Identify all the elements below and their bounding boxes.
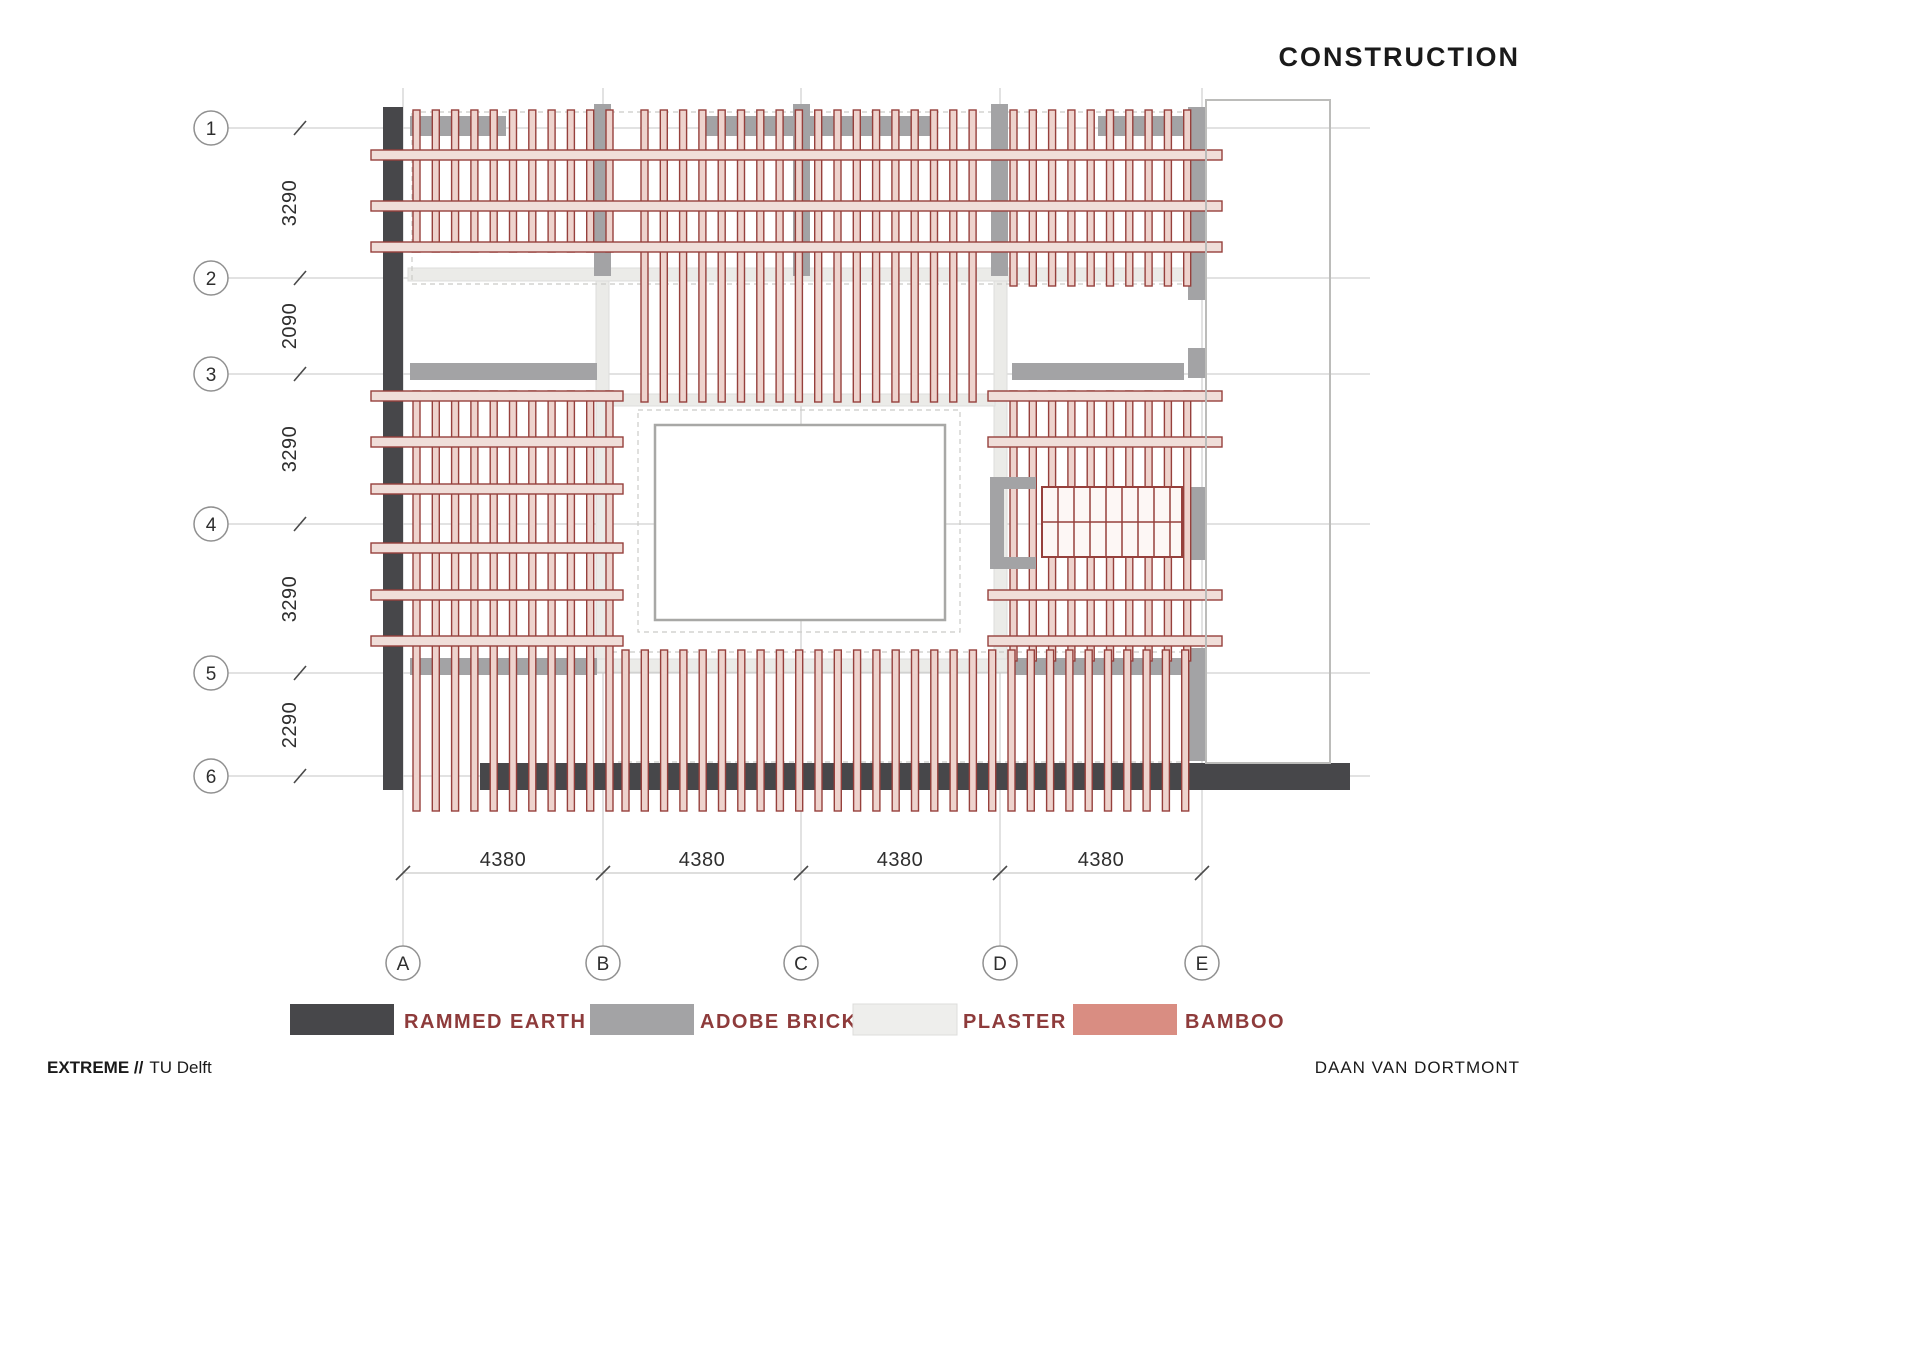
row-marker-2 (193, 260, 229, 296)
dim-rows-4-5: 3290 (279, 576, 301, 623)
courtyard (653, 423, 947, 622)
row-marker-1 (193, 110, 229, 146)
row-label-4: 4 (206, 515, 217, 536)
dim-cols-d-e: 4380 (1078, 849, 1125, 871)
bamboo-beams-left (370, 390, 624, 647)
legend-swatch-rammed-earth (290, 1004, 394, 1035)
row-label-5: 5 (206, 664, 217, 685)
legend-swatch-plaster (852, 1003, 958, 1036)
bamboo-joists-top-middle (640, 109, 977, 403)
bamboo-joists-middle-left (412, 390, 614, 812)
grid-column-markers: A B C D E (385, 945, 1220, 981)
grid-row-markers: 1 2 3 4 5 6 (193, 110, 307, 794)
rammed-earth-wall-left (383, 107, 403, 790)
legend-label-bamboo: BAMBOO (1185, 1011, 1285, 1033)
row-marker-6 (193, 758, 229, 794)
row-label-3: 3 (206, 365, 217, 386)
dim-rows-2-3: 2090 (279, 303, 301, 350)
horizontal-dimensions: 4380 4380 4380 4380 (395, 849, 1210, 881)
footer-author: DAAN VAN DORTMONT (1315, 1058, 1520, 1077)
row-label-1: 1 (206, 119, 217, 140)
footer: EXTREME //TU Delft DAAN VAN DORTMONT (47, 1058, 1520, 1077)
col-marker-c (783, 945, 819, 981)
footer-project: EXTREME //TU Delft (47, 1058, 212, 1077)
legend-label-plaster: PLASTER (963, 1011, 1067, 1033)
bamboo-joists-top-right (1009, 109, 1192, 287)
bamboo-beams-top (370, 149, 1223, 253)
vertical-dimensions: 3290 2090 3290 3290 2290 (279, 180, 301, 749)
legend-swatch-adobe-brick (590, 1004, 694, 1035)
row-marker-4 (193, 506, 229, 542)
staircase (990, 477, 1183, 569)
dim-rows-3-4: 3290 (279, 426, 301, 473)
dim-rows-1-2: 3290 (279, 180, 301, 227)
dim-cols-c-d: 4380 (877, 849, 924, 871)
balcony-outline (1205, 99, 1331, 764)
legend-label-adobe-brick: ADOBE BRICK (700, 1011, 858, 1033)
row-marker-3 (193, 356, 229, 392)
col-label-d: D (993, 954, 1007, 975)
row-label-6: 6 (206, 767, 217, 788)
legend-swatch-bamboo (1073, 1004, 1177, 1035)
col-label-b: B (597, 954, 610, 975)
row-marker-5 (193, 655, 229, 691)
page-title: CONSTRUCTION (1279, 42, 1521, 72)
col-marker-d (982, 945, 1018, 981)
legend-label-rammed-earth: RAMMED EARTH (404, 1011, 586, 1033)
dim-rows-5-6: 2290 (279, 702, 301, 749)
row-label-2: 2 (206, 269, 217, 290)
floor-plan (370, 99, 1350, 812)
col-label-a: A (397, 954, 410, 975)
col-marker-e (1184, 945, 1220, 981)
col-marker-b (585, 945, 621, 981)
legend: RAMMED EARTH ADOBE BRICK PLASTER BAMBOO (290, 1003, 1285, 1036)
dim-cols-b-c: 4380 (679, 849, 726, 871)
col-label-e: E (1196, 954, 1209, 975)
dim-cols-a-b: 4380 (480, 849, 527, 871)
col-label-c: C (794, 954, 808, 975)
col-marker-a (385, 945, 421, 981)
bamboo-joists-bottom (621, 649, 1190, 812)
bamboo-beams-right (987, 390, 1223, 647)
